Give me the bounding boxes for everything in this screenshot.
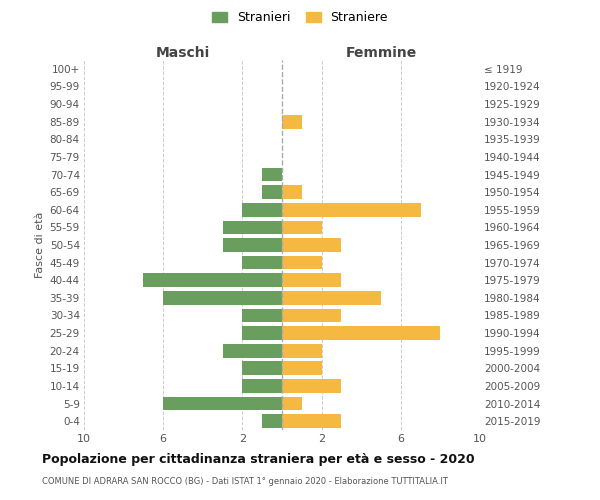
Bar (282, 344, 322, 358)
Bar (282, 238, 341, 252)
Bar (242, 379, 282, 393)
Bar (223, 220, 282, 234)
Bar (282, 274, 341, 287)
Bar (242, 308, 282, 322)
Bar (282, 220, 322, 234)
Bar (163, 291, 282, 304)
Bar (242, 326, 282, 340)
Bar (282, 379, 341, 393)
Bar (282, 186, 302, 199)
Text: Maschi: Maschi (156, 46, 210, 60)
Bar (262, 414, 282, 428)
Bar (282, 291, 381, 304)
Bar (282, 362, 322, 375)
Bar (282, 256, 322, 270)
Bar (282, 396, 302, 410)
Bar (282, 308, 341, 322)
Text: Femmine: Femmine (346, 46, 416, 60)
Bar (282, 115, 302, 128)
Y-axis label: Fasce di età: Fasce di età (35, 212, 46, 278)
Bar (282, 203, 421, 216)
Bar (143, 274, 282, 287)
Bar (262, 168, 282, 181)
Bar (242, 203, 282, 216)
Bar (223, 238, 282, 252)
Text: COMUNE DI ADRARA SAN ROCCO (BG) - Dati ISTAT 1° gennaio 2020 - Elaborazione TUTT: COMUNE DI ADRARA SAN ROCCO (BG) - Dati I… (42, 478, 448, 486)
Bar (262, 186, 282, 199)
Bar (242, 256, 282, 270)
Bar (163, 396, 282, 410)
Bar (242, 362, 282, 375)
Bar (282, 414, 341, 428)
Bar (223, 344, 282, 358)
Legend: Stranieri, Straniere: Stranieri, Straniere (207, 6, 393, 29)
Bar (282, 326, 440, 340)
Text: Popolazione per cittadinanza straniera per età e sesso - 2020: Popolazione per cittadinanza straniera p… (42, 452, 475, 466)
